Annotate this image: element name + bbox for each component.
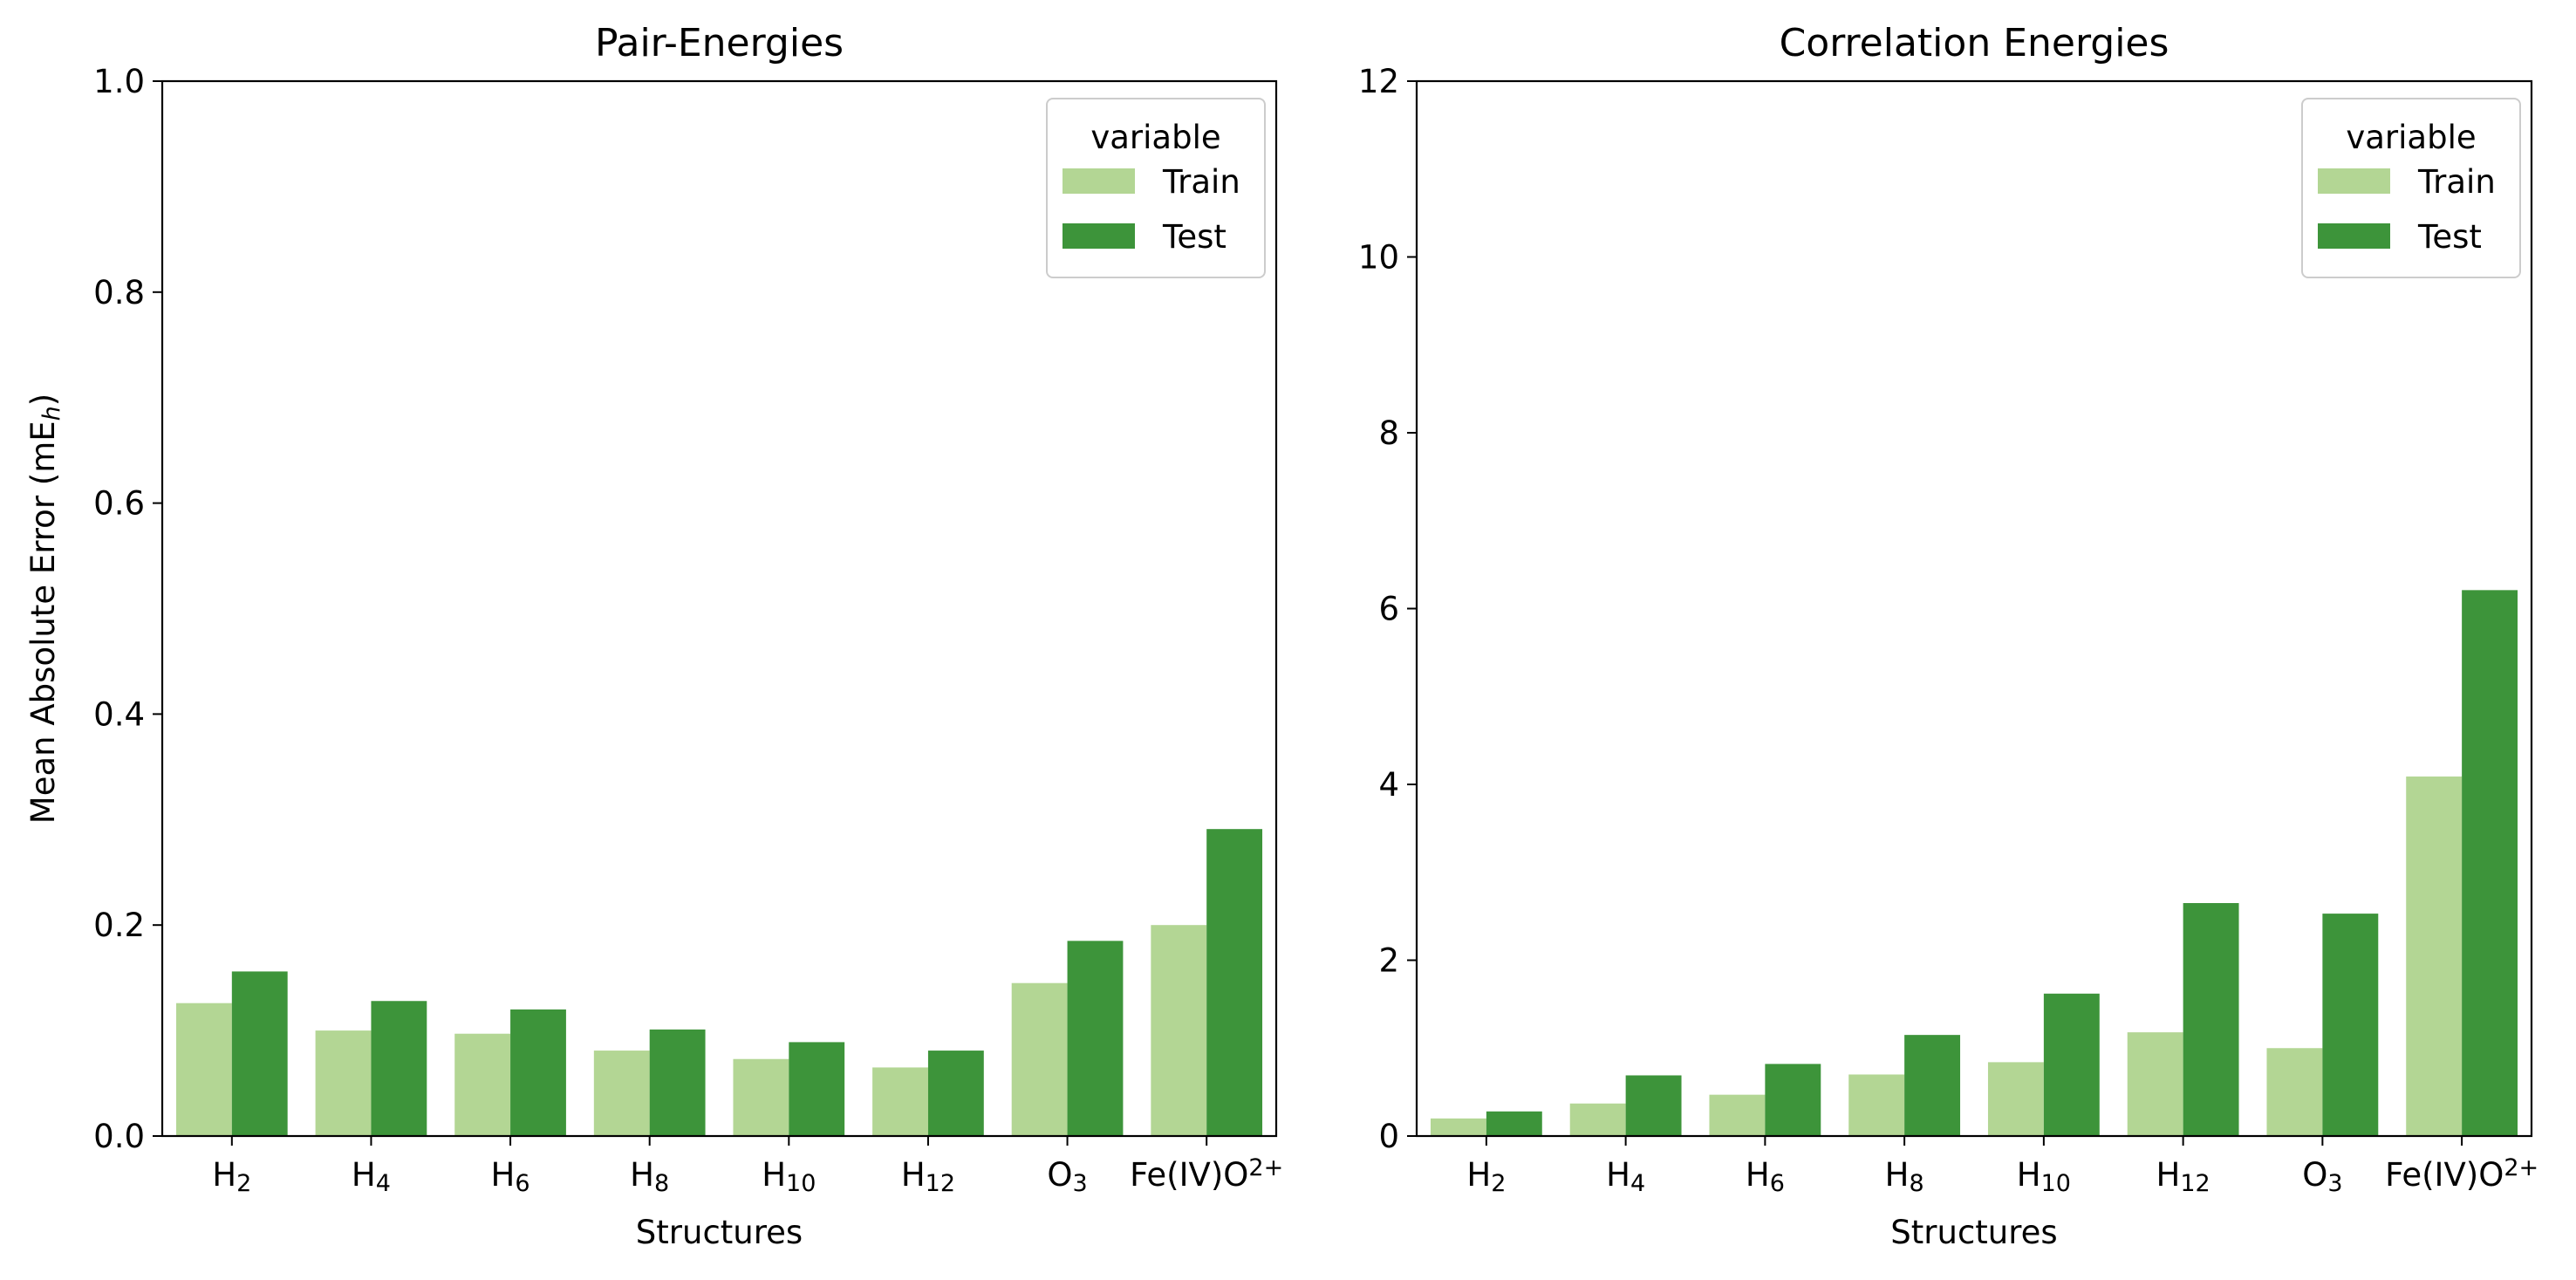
bar-train-4 — [733, 1058, 789, 1136]
bar-train-1 — [315, 1030, 372, 1136]
bar-train-0 — [175, 1003, 232, 1136]
chart-title: Correlation Energies — [1780, 21, 2169, 65]
x-tick-label: H10 — [2017, 1156, 2071, 1197]
legend: variable Train Test — [1046, 98, 1266, 278]
bar-test-7 — [2462, 590, 2518, 1136]
bar-test-4 — [789, 1042, 845, 1136]
bar-train-4 — [1987, 1062, 2044, 1136]
bar-train-5 — [872, 1067, 928, 1136]
legend: variable Train Test — [2301, 98, 2521, 278]
x-tick-label: H10 — [762, 1156, 816, 1197]
bar-test-2 — [1765, 1064, 1821, 1136]
bar-test-3 — [649, 1029, 706, 1136]
bar-test-6 — [1067, 941, 1124, 1136]
x-tick-label: H12 — [901, 1156, 955, 1197]
bar-train-3 — [1848, 1074, 1905, 1136]
bar-train-7 — [2406, 776, 2463, 1136]
y-tick-label: 1.0 — [93, 63, 145, 100]
bar-test-1 — [371, 1001, 427, 1136]
bar-test-0 — [1486, 1111, 1542, 1136]
chart-correlation-energies: 0 2 4 6 8 10 12 H2 H4 H6 H8 H10 H12 O3 Fe(IV)O2+ Correl… — [1358, 21, 2538, 1251]
legend-label-test: Test — [1162, 218, 1227, 256]
legend-label-train: Train — [2417, 163, 2496, 201]
x-tick-label: H12 — [2156, 1156, 2210, 1197]
legend-title: variable — [2346, 119, 2476, 156]
bar-train-5 — [2127, 1032, 2183, 1136]
x-tick-label: O3 — [2302, 1156, 2342, 1197]
bar-test-5 — [2183, 903, 2239, 1136]
bar-train-6 — [1011, 982, 1068, 1136]
bar-test-1 — [1625, 1075, 1682, 1136]
x-tick-label: H2 — [1466, 1156, 1506, 1197]
bar-train-2 — [1709, 1094, 1766, 1136]
x-tick-label: H4 — [352, 1156, 391, 1197]
bar-test-7 — [1206, 829, 1263, 1136]
bar-train-6 — [2266, 1048, 2323, 1136]
legend-swatch-train — [2318, 168, 2390, 194]
legend-swatch-test — [2318, 223, 2390, 249]
y-tick-label: 10 — [1358, 239, 1399, 277]
legend-label-train: Train — [1162, 163, 1240, 201]
plot-frame — [161, 79, 1278, 1138]
bar-test-0 — [231, 971, 288, 1136]
x-axis-label: Structures — [636, 1214, 803, 1251]
y-axis-label: Mean Absolute Error (mEh) — [24, 394, 65, 824]
bar-train-2 — [454, 1033, 511, 1136]
x-tick-label: O3 — [1047, 1156, 1087, 1197]
y-tick-label: 0.4 — [93, 695, 145, 733]
y-tick-label: 0 — [1378, 1118, 1399, 1155]
bar-test-3 — [1904, 1035, 1961, 1136]
legend-swatch-test — [1063, 223, 1135, 249]
bar-train-3 — [593, 1051, 650, 1136]
y-tick-label: 0.0 — [93, 1118, 145, 1155]
chart-pair-energies: 0.0 0.2 0.4 0.6 0.8 1.0 H2 H4 H6 H8 H10 H12 O3 Fe(IV)… — [24, 21, 1283, 1251]
bar-test-6 — [2322, 914, 2379, 1136]
bar-test-2 — [510, 1009, 566, 1136]
x-tick-label: H4 — [1606, 1156, 1645, 1197]
x-tick-label: Fe(IV)O2+ — [2385, 1154, 2538, 1194]
bar-train-1 — [1569, 1103, 1626, 1136]
y-tick-label: 0.8 — [93, 274, 145, 311]
y-tick-label: 8 — [1378, 414, 1399, 452]
x-tick-label: H8 — [1885, 1156, 1924, 1197]
y-tick-label: 2 — [1378, 942, 1399, 980]
bar-train-7 — [1151, 925, 1207, 1136]
legend-title: variable — [1090, 119, 1220, 156]
x-tick-label: H2 — [212, 1156, 251, 1197]
bar-train-0 — [1430, 1118, 1486, 1136]
x-tick-label: H6 — [1746, 1156, 1785, 1197]
y-tick-label: 4 — [1378, 766, 1399, 804]
chart-title: Pair-Energies — [595, 21, 844, 65]
x-tick-label: H6 — [491, 1156, 530, 1197]
y-tick-label: 0.6 — [93, 485, 145, 523]
y-tick-label: 6 — [1378, 591, 1399, 628]
y-tick-label: 0.2 — [93, 907, 145, 944]
bar-test-4 — [2043, 993, 2100, 1136]
x-tick-label: Fe(IV)O2+ — [1130, 1154, 1283, 1194]
legend-swatch-train — [1063, 168, 1135, 194]
x-axis-label: Structures — [1890, 1214, 2057, 1251]
x-tick-label: H8 — [630, 1156, 669, 1197]
bar-test-5 — [927, 1051, 984, 1136]
y-tick-label: 12 — [1358, 63, 1399, 100]
legend-label-test: Test — [2417, 218, 2482, 256]
